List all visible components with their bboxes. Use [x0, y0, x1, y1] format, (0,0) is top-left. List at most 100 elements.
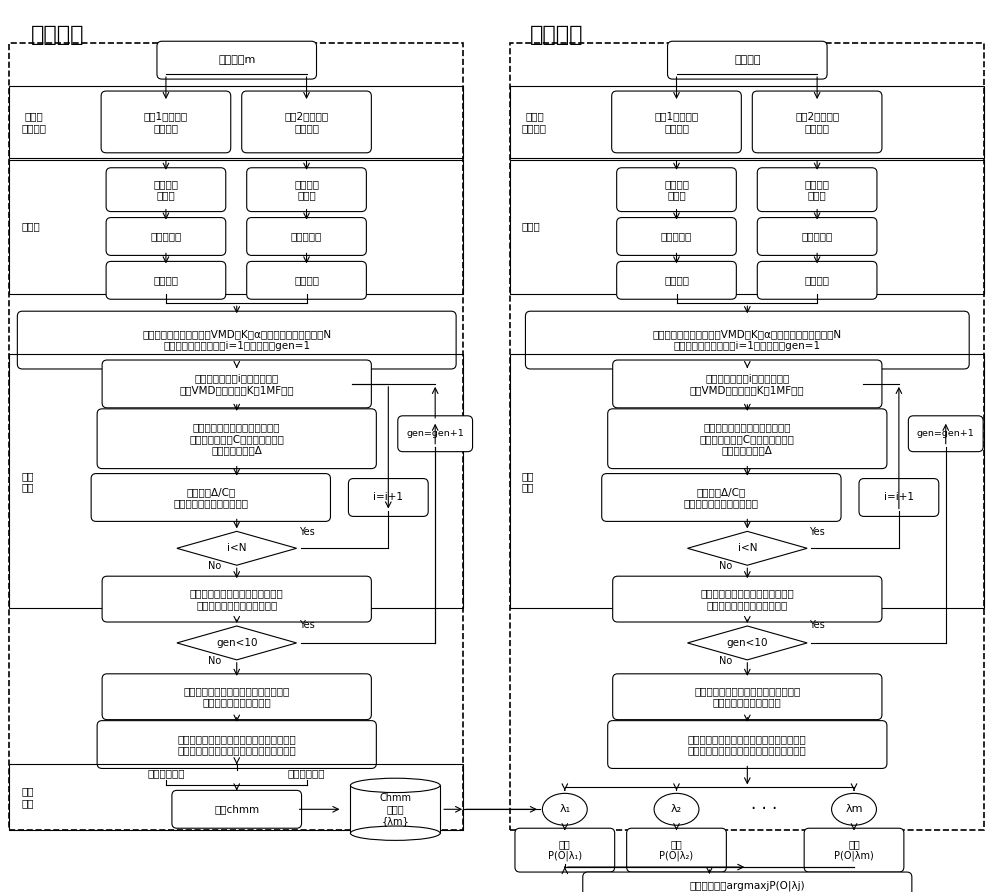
Text: 采集1号传感器
振动信号: 采集1号传感器 振动信号	[654, 111, 699, 132]
Text: 预处理: 预处理	[522, 222, 541, 232]
FancyBboxPatch shape	[242, 91, 371, 153]
FancyBboxPatch shape	[247, 217, 366, 256]
FancyBboxPatch shape	[398, 416, 473, 451]
FancyBboxPatch shape	[247, 168, 366, 212]
Text: 选取适应度最小的个体作为最优参数，
并对每一段信号进行分解: 选取适应度最小的个体作为最优参数， 并对每一段信号进行分解	[694, 686, 800, 707]
FancyBboxPatch shape	[617, 261, 736, 299]
FancyBboxPatch shape	[613, 577, 882, 622]
Ellipse shape	[350, 826, 440, 840]
Text: 信号对齐
取等长: 信号对齐 取等长	[664, 179, 689, 200]
Text: 对每个样本每一段信号分解后的子信号提取
能量熵和模糊熵作为特征值，构造特征向量: 对每个样本每一段信号分解后的子信号提取 能量熵和模糊熵作为特征值，构造特征向量	[177, 734, 296, 755]
FancyBboxPatch shape	[608, 409, 887, 468]
FancyBboxPatch shape	[757, 168, 877, 212]
Text: 多通道
信号采集: 多通道 信号采集	[21, 111, 46, 132]
Text: 对每一段信号选取适合的VMD的K和α的参数范围，并形成有N
个个体的初始种群，令i=1，迭代次数gen=1: 对每一段信号选取适合的VMD的K和α的参数范围，并形成有N 个个体的初始种群，令…	[653, 329, 842, 350]
Polygon shape	[687, 531, 807, 565]
Text: λm: λm	[845, 805, 863, 814]
Text: 均匀分段: 均匀分段	[805, 275, 830, 285]
Text: Yes: Yes	[809, 620, 825, 630]
Text: 种群中选择个体i的参数对信号
进行VMD分解，形成K个1MF分量: 种群中选择个体i的参数对信号 进行VMD分解，形成K个1MF分量	[179, 373, 294, 395]
Text: 小波包降噪: 小波包降噪	[291, 232, 322, 241]
FancyBboxPatch shape	[525, 311, 969, 369]
Text: 均匀分段: 均匀分段	[664, 275, 689, 285]
Text: gen=gen+1: gen=gen+1	[406, 429, 464, 438]
Text: 计算
P(O|λm): 计算 P(O|λm)	[834, 839, 874, 861]
FancyBboxPatch shape	[617, 217, 736, 256]
Text: i<N: i<N	[227, 544, 246, 553]
Polygon shape	[177, 531, 297, 565]
Text: Chmm
模型库
{λm}: Chmm 模型库 {λm}	[379, 793, 411, 826]
FancyBboxPatch shape	[97, 721, 376, 769]
Text: 设备状态m: 设备状态m	[218, 55, 255, 65]
Ellipse shape	[654, 793, 699, 825]
Text: 信号对齐
取等长: 信号对齐 取等长	[153, 179, 178, 200]
Text: 多通道
信号采集: 多通道 信号采集	[522, 111, 547, 132]
Text: 待测设备: 待测设备	[734, 55, 761, 65]
FancyBboxPatch shape	[102, 674, 371, 720]
FancyBboxPatch shape	[608, 721, 887, 769]
Text: i=i+1: i=i+1	[884, 493, 914, 502]
Text: Yes: Yes	[299, 620, 314, 630]
FancyBboxPatch shape	[101, 91, 231, 153]
Text: · · ·: · · ·	[751, 800, 777, 818]
Text: 对每个样本每一段信号分解后的子信号提取
能量熵和模糊熵作为特征值，构造特征向量: 对每个样本每一段信号分解后的子信号提取 能量熵和模糊熵作为特征值，构造特征向量	[688, 734, 807, 755]
FancyBboxPatch shape	[804, 828, 904, 872]
Text: gen=gen+1: gen=gen+1	[917, 429, 975, 438]
FancyBboxPatch shape	[157, 41, 317, 79]
FancyBboxPatch shape	[106, 217, 226, 256]
Bar	[9, 764, 463, 831]
Text: 在线诊断: 在线诊断	[530, 25, 583, 46]
Bar	[510, 86, 984, 157]
Text: 采集2号传感器
振动信号: 采集2号传感器 振动信号	[284, 111, 329, 132]
Text: λ₂: λ₂	[671, 805, 682, 814]
Text: 训练chmm: 训练chmm	[214, 805, 259, 814]
Bar	[510, 160, 984, 294]
Text: 离线训练: 离线训练	[31, 25, 85, 46]
Text: 特征
提取: 特征 提取	[522, 471, 534, 493]
Polygon shape	[687, 626, 807, 660]
Text: 特征
提取: 特征 提取	[21, 471, 34, 493]
Text: 第一通道数据: 第一通道数据	[147, 769, 185, 779]
FancyBboxPatch shape	[908, 416, 983, 451]
FancyBboxPatch shape	[91, 474, 330, 521]
Text: 均匀分段: 均匀分段	[294, 275, 319, 285]
Text: 计算
P(O|λ₂): 计算 P(O|λ₂)	[659, 839, 694, 861]
Text: 小波包降噪: 小波包降噪	[801, 232, 833, 241]
Bar	[350, 786, 440, 833]
Text: No: No	[208, 656, 221, 666]
FancyBboxPatch shape	[612, 91, 741, 153]
FancyBboxPatch shape	[106, 168, 226, 212]
Text: Yes: Yes	[299, 527, 314, 537]
FancyBboxPatch shape	[752, 91, 882, 153]
Bar	[510, 43, 984, 831]
Text: No: No	[719, 561, 732, 571]
Text: 计算各分量信息熵并利用其计算
分量间差异系数C和各分量重构后
与原信号的误差Δ: 计算各分量信息熵并利用其计算 分量间差异系数C和各分量重构后 与原信号的误差Δ	[700, 422, 795, 455]
Text: 小波包降噪: 小波包降噪	[150, 232, 182, 241]
Ellipse shape	[832, 793, 876, 825]
Text: 信号对齐
取等长: 信号对齐 取等长	[294, 179, 319, 200]
Text: 均匀分段: 均匀分段	[153, 275, 178, 285]
Text: i<N: i<N	[738, 544, 757, 553]
FancyBboxPatch shape	[106, 261, 226, 299]
Text: 计算各分量信息熵并利用其计算
分量间差异系数C和各分量重构后
与原信号的误差Δ: 计算各分量信息熵并利用其计算 分量间差异系数C和各分量重构后 与原信号的误差Δ	[189, 422, 284, 455]
Text: 选取适应度最小的个体作为最优参数，
并对每一段信号进行分解: 选取适应度最小的个体作为最优参数， 并对每一段信号进行分解	[184, 686, 290, 707]
Text: i=i+1: i=i+1	[373, 493, 403, 502]
FancyBboxPatch shape	[172, 790, 302, 828]
Bar	[9, 86, 463, 157]
Text: 计算个体Δ/C，
将其作为个体的适应度函数: 计算个体Δ/C， 将其作为个体的适应度函数	[684, 486, 759, 509]
Text: 种群中选择个体i的参数对信号
进行VMD分解，形成K个1MF分量: 种群中选择个体i的参数对信号 进行VMD分解，形成K个1MF分量	[690, 373, 805, 395]
Text: 对个体按照适应度函数进行选择、
交叉、变异，形成下一代种群: 对个体按照适应度函数进行选择、 交叉、变异，形成下一代种群	[700, 588, 794, 610]
Text: 对每一段信号选取适合的VMD的K和α的参数范围，并形成有N
个个体的初始种群，令i=1，迭代次数gen=1: 对每一段信号选取适合的VMD的K和α的参数范围，并形成有N 个个体的初始种群，令…	[142, 329, 331, 350]
Text: 采集2号传感器
振动信号: 采集2号传感器 振动信号	[795, 111, 839, 132]
Polygon shape	[177, 626, 297, 660]
Text: 对个体按照适应度函数进行选择、
交叉、变异，形成下一代种群: 对个体按照适应度函数进行选择、 交叉、变异，形成下一代种群	[190, 588, 284, 610]
FancyBboxPatch shape	[247, 261, 366, 299]
Text: 模型
训练: 模型 训练	[21, 787, 34, 808]
FancyBboxPatch shape	[627, 828, 726, 872]
FancyBboxPatch shape	[757, 217, 877, 256]
Bar	[9, 160, 463, 294]
Text: 计算个体Δ/C，
将其作为个体的适应度函数: 计算个体Δ/C， 将其作为个体的适应度函数	[173, 486, 248, 509]
Text: 信号对齐
取等长: 信号对齐 取等长	[805, 179, 830, 200]
FancyBboxPatch shape	[613, 360, 882, 408]
Text: Yes: Yes	[809, 527, 825, 537]
